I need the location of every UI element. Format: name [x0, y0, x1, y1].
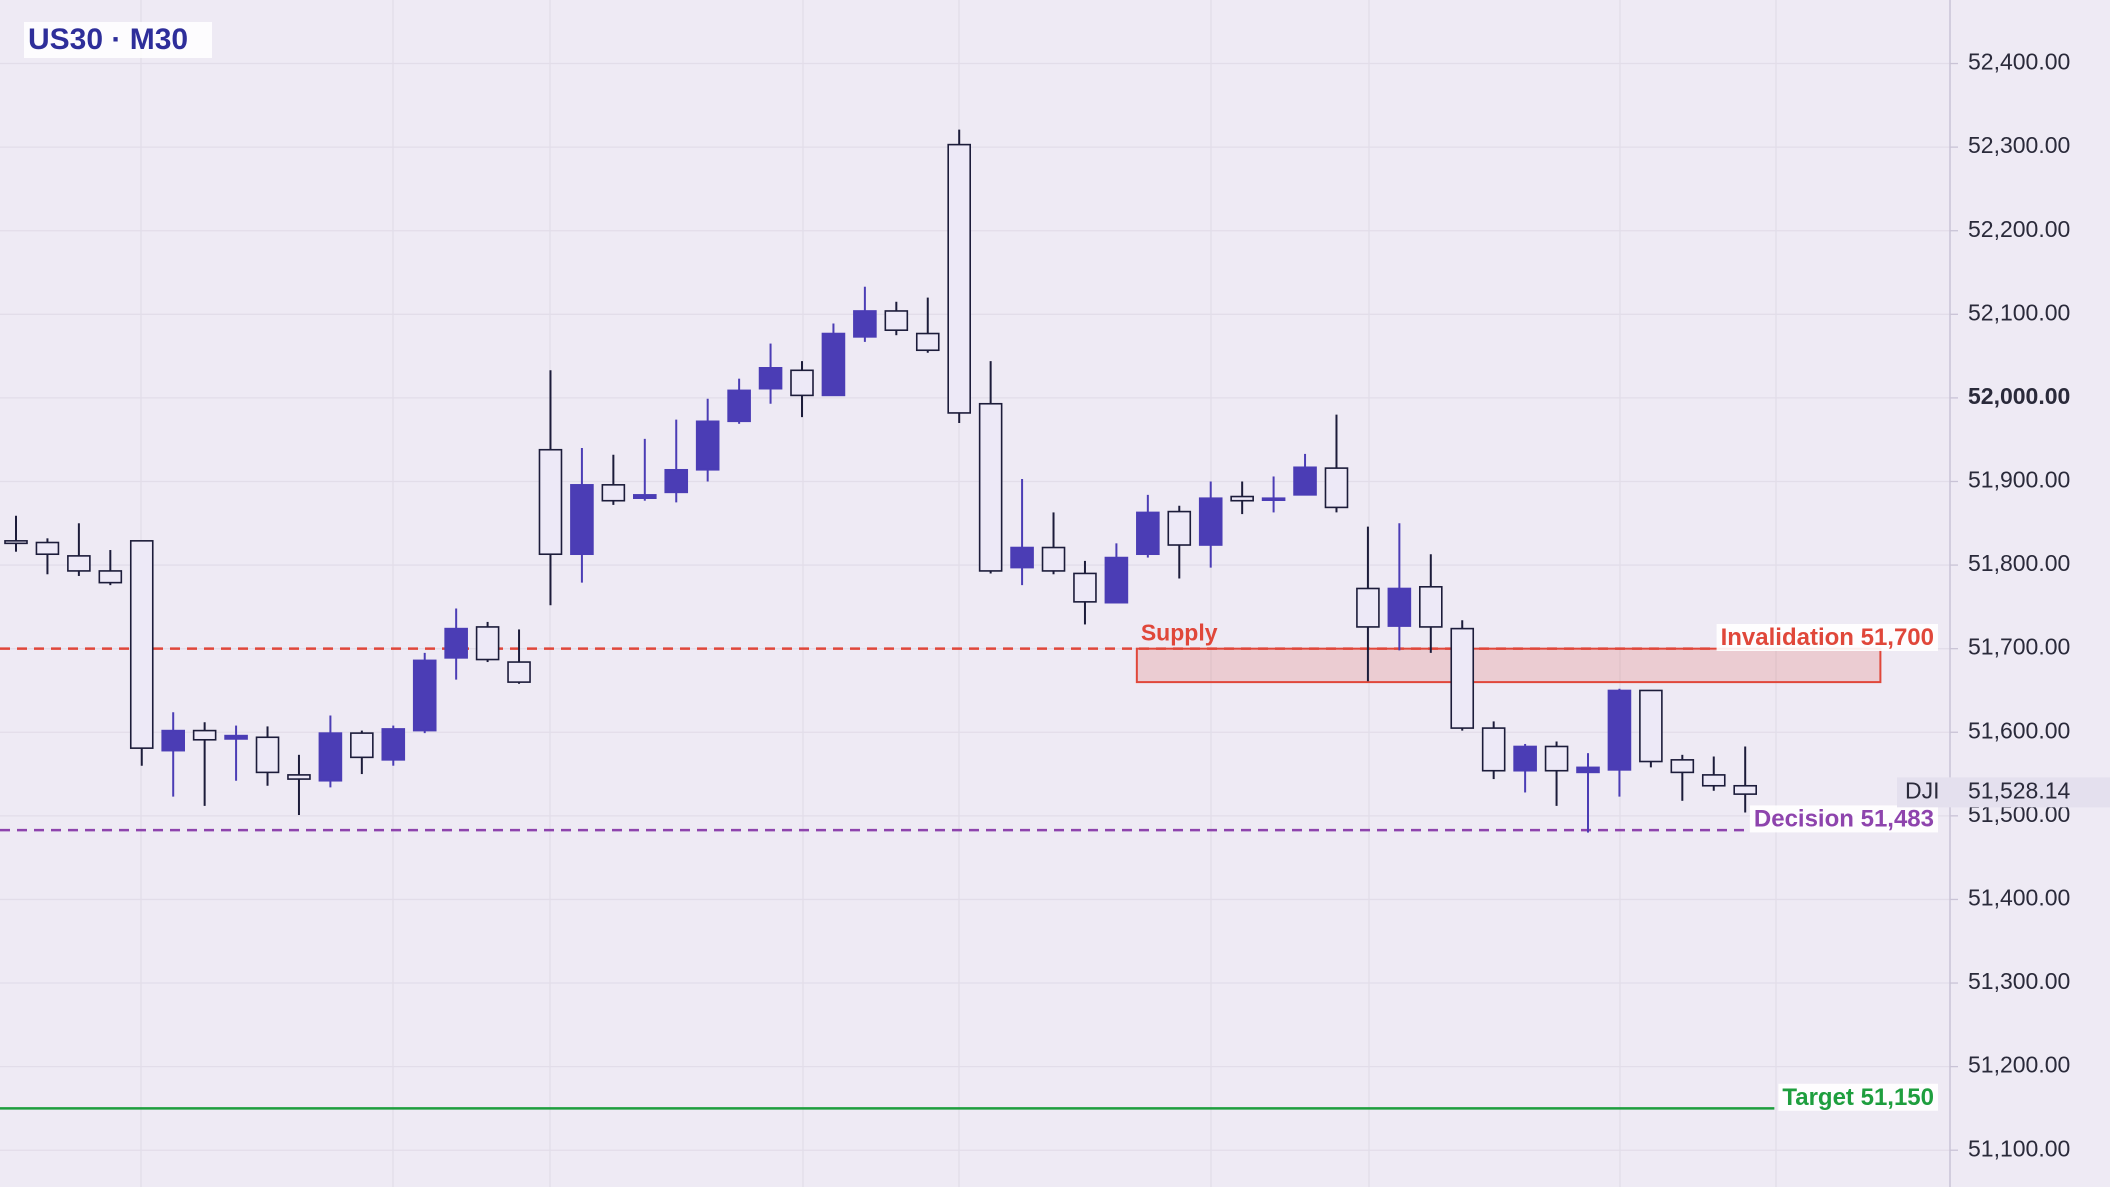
candle-body — [853, 310, 877, 338]
candle-body — [475, 626, 500, 661]
y-tick-label: 52,400.00 — [1968, 49, 2070, 75]
candle-body — [67, 555, 91, 572]
candle-body — [1230, 495, 1254, 502]
y-tick-label: 51,800.00 — [1968, 550, 2070, 576]
candle-body — [4, 540, 28, 545]
price-label: 51,528.14 — [1968, 777, 2071, 803]
candle-body — [381, 728, 406, 761]
y-tick-label: 51,100.00 — [1968, 1135, 2070, 1161]
y-tick-label: 51,400.00 — [1968, 885, 2070, 911]
candle-body — [570, 484, 594, 556]
candle-body — [1701, 774, 1726, 787]
candle-body — [1010, 546, 1034, 569]
candle-body — [1198, 497, 1223, 546]
zone-label: Supply — [1141, 620, 1218, 646]
y-tick-label: 52,300.00 — [1968, 132, 2070, 158]
price-tag — [1897, 777, 2110, 808]
candle-body — [1513, 745, 1537, 772]
candle-body — [287, 774, 311, 780]
candle-body — [1387, 587, 1412, 627]
candle-body — [129, 540, 154, 749]
y-tick-label: 52,000.00 — [1968, 383, 2070, 409]
candle-body — [1073, 572, 1097, 603]
level-label-box — [1778, 1083, 1938, 1111]
candle-body — [350, 732, 374, 759]
candle-body — [727, 389, 751, 423]
candle-body — [790, 369, 814, 397]
y-tick-label: 51,700.00 — [1968, 634, 2070, 660]
title-box — [24, 22, 212, 58]
candle-body — [1041, 546, 1066, 572]
candle-body — [1324, 467, 1349, 509]
level-label-box — [1749, 805, 1938, 833]
y-tick-label: 52,200.00 — [1968, 216, 2070, 242]
candle-body — [192, 729, 217, 741]
candle-body — [1450, 627, 1475, 729]
level-label-box — [1716, 624, 1938, 652]
candle-body — [444, 627, 468, 659]
chart-title: US30 · M30 — [28, 23, 188, 56]
candle-body — [1167, 510, 1192, 546]
plot: Supply Invalidation 51,700 Decision 51,483… — [0, 129, 1938, 1111]
candle-body — [255, 736, 280, 774]
candle-body — [1481, 727, 1506, 772]
candle-body — [1419, 586, 1443, 628]
supply-zone — [1135, 647, 1882, 684]
y-tick-label: 51,600.00 — [1968, 717, 2070, 743]
candle-body — [884, 310, 909, 331]
candle-body — [1639, 689, 1663, 763]
candle-body — [915, 332, 940, 352]
candle-body — [318, 732, 343, 782]
candle-body — [1576, 766, 1600, 774]
level-label: Target 51,150 — [1782, 1084, 1934, 1111]
candle-body — [1136, 511, 1160, 556]
candle-body — [978, 402, 1003, 572]
y-tick-label: 51,900.00 — [1968, 467, 2070, 493]
candle-body — [161, 729, 185, 752]
candle-body — [664, 468, 689, 494]
candle-body — [947, 143, 972, 414]
y-tick-label: 52,100.00 — [1968, 299, 2070, 325]
candle-body — [1670, 759, 1695, 774]
y-tick-label: 51,300.00 — [1968, 968, 2070, 994]
candle-body — [601, 484, 626, 502]
candle-body — [1104, 556, 1129, 604]
level-label: Decision 51,483 — [1754, 805, 1934, 832]
candle-body — [632, 494, 657, 500]
candle-body — [224, 734, 248, 740]
candle-body — [821, 332, 846, 397]
candle-body — [538, 448, 563, 556]
candle-body — [1544, 745, 1569, 772]
candle-body — [758, 367, 783, 390]
candle-body — [1733, 784, 1757, 795]
price-symbol: DJI — [1905, 777, 1940, 803]
level-label: Invalidation 51,700 — [1721, 624, 1934, 651]
candle-body — [1607, 689, 1632, 771]
candle-body — [1356, 587, 1380, 628]
candle-body — [35, 541, 60, 556]
candle-body — [412, 659, 437, 732]
candle-body — [507, 661, 531, 683]
candle-body — [1261, 497, 1286, 502]
y-tick-label: 51,200.00 — [1968, 1052, 2070, 1078]
candle-body — [695, 420, 720, 471]
candle-body — [98, 570, 123, 584]
candle-body — [1293, 466, 1317, 496]
